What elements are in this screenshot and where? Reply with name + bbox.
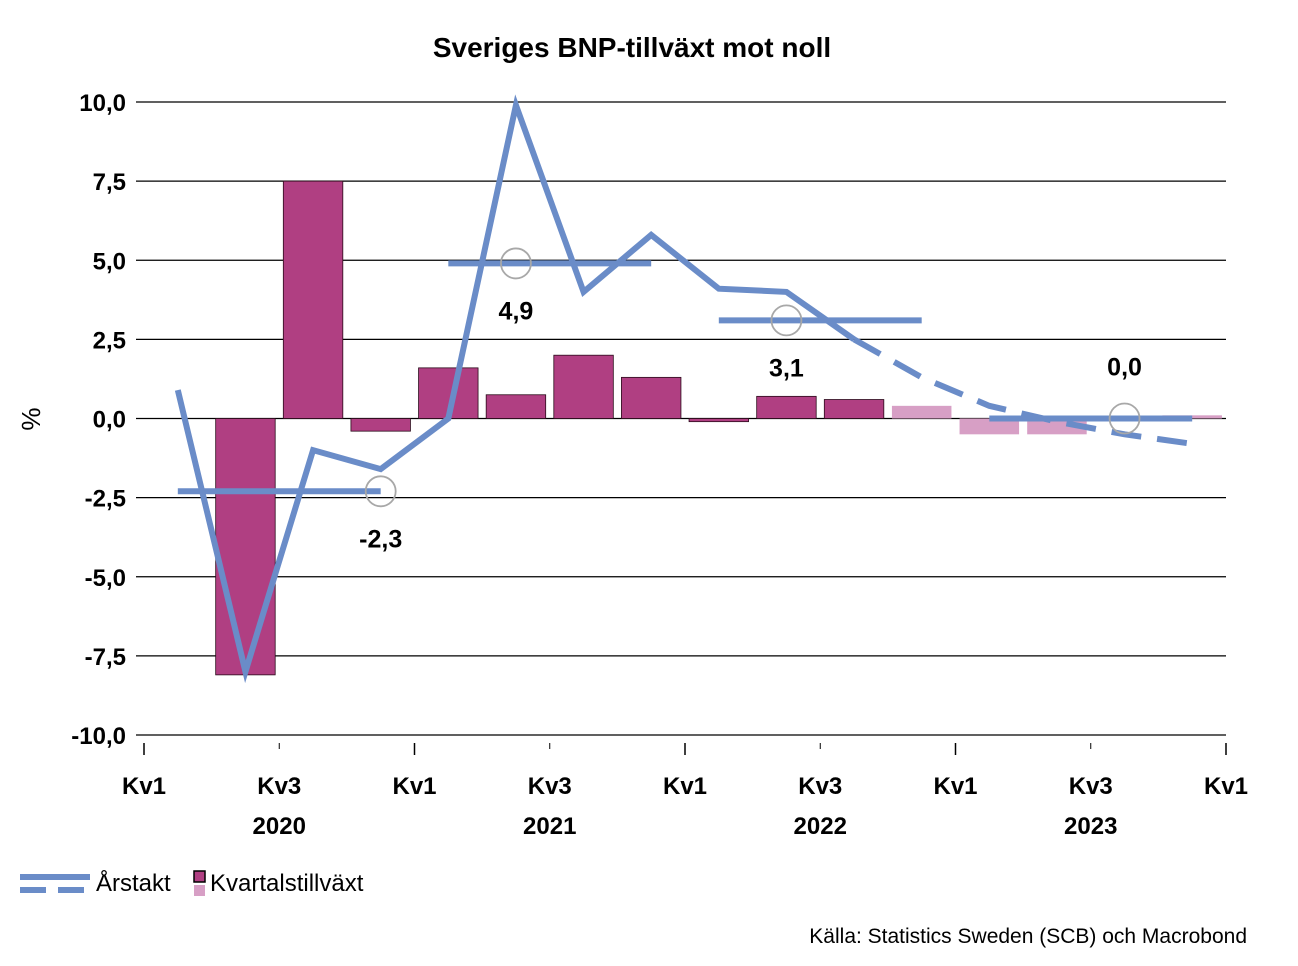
bar <box>350 418 411 432</box>
annual-rate-lines <box>174 94 1193 684</box>
annual-rate-line <box>174 94 856 684</box>
bar <box>553 354 614 419</box>
x-year-label: 2020 <box>253 813 306 840</box>
x-tick-label: Kv1 <box>663 773 707 800</box>
legend-line-label: Årstakt <box>96 869 171 897</box>
x-year-label: 2023 <box>1064 813 1117 840</box>
y-tick-label: -7,5 <box>85 644 126 671</box>
y-tick-label: 7,5 <box>93 169 126 196</box>
chart-title: Sveriges BNP-tillväxt mot noll <box>433 32 831 63</box>
x-tick-label: Kv3 <box>1069 773 1113 800</box>
legend-bar-forecast-icon <box>194 885 205 896</box>
bar <box>215 418 276 676</box>
x-tick-label: Kv3 <box>798 773 842 800</box>
x-tick-label: Kv3 <box>528 773 572 800</box>
legend-bar-label: Kvartalstillväxt <box>210 870 364 897</box>
annual-averages: -2,3 4,9 3,1 0,0 <box>177 247 1193 553</box>
bars <box>215 180 1222 676</box>
y-axis-label: % <box>16 407 46 430</box>
bar <box>621 376 682 419</box>
annual-average-marker <box>500 247 532 280</box>
bar-forecast <box>959 418 1020 435</box>
legend-bar-actual-icon <box>193 870 206 883</box>
x-year-label: 2022 <box>794 813 847 840</box>
x-axis: Kv1 Kv3 2020 Kv1 Kv3 2021 Kv1 Kv3 2022 Kv1 Kv3 2023… <box>122 743 1248 840</box>
annual-rate-forecast-line <box>852 336 1193 447</box>
legend: Årstakt Kvartalstillväxt <box>20 869 364 897</box>
x-tick-label: Kv1 <box>1204 773 1248 800</box>
y-tick-label: 10,0 <box>79 90 126 117</box>
annual-average-marker <box>1108 402 1141 435</box>
annual-average-label: -2,3 <box>359 525 402 553</box>
bar <box>823 399 885 419</box>
annual-average-label: 3,1 <box>769 354 804 382</box>
y-tick-label: -2,5 <box>85 486 126 513</box>
y-tick-label: -5,0 <box>85 565 126 592</box>
x-tick-label: Kv3 <box>257 773 301 800</box>
bar <box>756 395 817 419</box>
annual-average-label: 0,0 <box>1107 354 1142 382</box>
x-tick-label: Kv1 <box>933 773 977 800</box>
source-note: Källa: Statistics Sweden (SCB) och Macro… <box>809 925 1247 948</box>
annual-average-marker <box>364 475 397 508</box>
annual-average-label: 4,9 <box>499 297 534 325</box>
y-tick-label: 0,0 <box>93 407 126 434</box>
y-tick-label: 2,5 <box>93 327 126 354</box>
bar-forecast <box>891 405 952 419</box>
bar <box>485 394 547 419</box>
annual-average-marker <box>770 304 803 337</box>
x-year-label: 2021 <box>523 813 576 840</box>
bar <box>688 418 749 423</box>
bar <box>282 180 344 419</box>
y-tick-label: 5,0 <box>93 248 126 275</box>
y-tick-label: -10,0 <box>71 723 126 750</box>
x-tick-label: Kv1 <box>392 773 436 800</box>
x-tick-label: Kv1 <box>122 773 166 800</box>
